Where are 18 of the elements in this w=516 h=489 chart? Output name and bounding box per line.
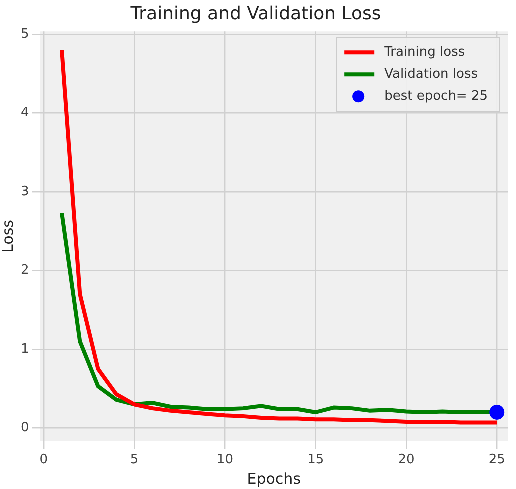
y-tick-label: 4 xyxy=(20,106,30,121)
x-tick-label: 25 xyxy=(488,452,506,468)
x-tick-label: 10 xyxy=(216,452,234,468)
legend-label: best epoch= 25 xyxy=(384,88,488,104)
y-tick-label: 5 xyxy=(20,26,30,42)
x-tick-label: 20 xyxy=(398,452,415,468)
y-tick-label: 0 xyxy=(20,420,30,436)
legend-label: Training loss xyxy=(384,44,466,60)
x-tick-label: 0 xyxy=(40,452,48,468)
y-axis-title: Loss xyxy=(0,220,17,253)
y-tick-label: 2 xyxy=(20,263,30,278)
x-tick-label: 5 xyxy=(130,452,139,468)
chart-title: Training and Validation Loss xyxy=(130,3,382,24)
x-axis-title: Epochs xyxy=(247,470,302,488)
y-tick-label: 3 xyxy=(20,184,30,200)
x-tick-label: 15 xyxy=(308,452,324,468)
legend-label: Validation loss xyxy=(384,66,478,82)
y-tick-label: 1 xyxy=(20,342,30,357)
